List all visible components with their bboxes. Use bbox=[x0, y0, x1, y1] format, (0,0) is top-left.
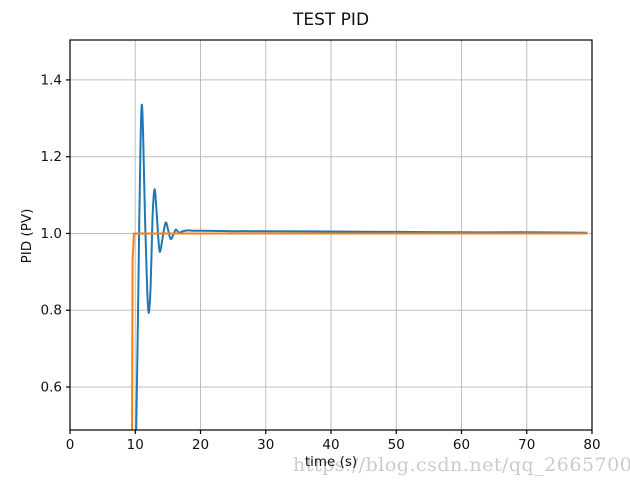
y-tick-label-0.6: 0.6 bbox=[41, 380, 62, 396]
series-setpoint-line bbox=[131, 232, 588, 430]
chart-title: TEST PID bbox=[292, 10, 370, 30]
series-process-value-line bbox=[135, 103, 588, 430]
x-tick-label-10: 10 bbox=[127, 437, 144, 453]
x-tick-label-0: 0 bbox=[66, 437, 75, 453]
csdn-watermark: https://blog.csdn.net/qq_2665700 bbox=[293, 454, 630, 476]
y-tick-label-1.2: 1.2 bbox=[41, 149, 62, 165]
x-tick-label-70: 70 bbox=[518, 437, 535, 453]
x-axis-label: time (s) bbox=[304, 454, 358, 470]
y-tick-label-1.0: 1.0 bbox=[41, 226, 62, 242]
y-axis-label: PID (PV) bbox=[19, 208, 35, 264]
x-tick-label-50: 50 bbox=[388, 437, 405, 453]
x-tick-label-60: 60 bbox=[453, 437, 470, 453]
x-tick-label-20: 20 bbox=[192, 437, 209, 453]
x-tick-label-80: 80 bbox=[583, 437, 600, 453]
y-tick-label-1.4: 1.4 bbox=[41, 72, 62, 88]
x-tick-label-30: 30 bbox=[257, 437, 274, 453]
x-tick-label-40: 40 bbox=[322, 437, 339, 453]
y-tick-label-0.8: 0.8 bbox=[41, 303, 62, 319]
